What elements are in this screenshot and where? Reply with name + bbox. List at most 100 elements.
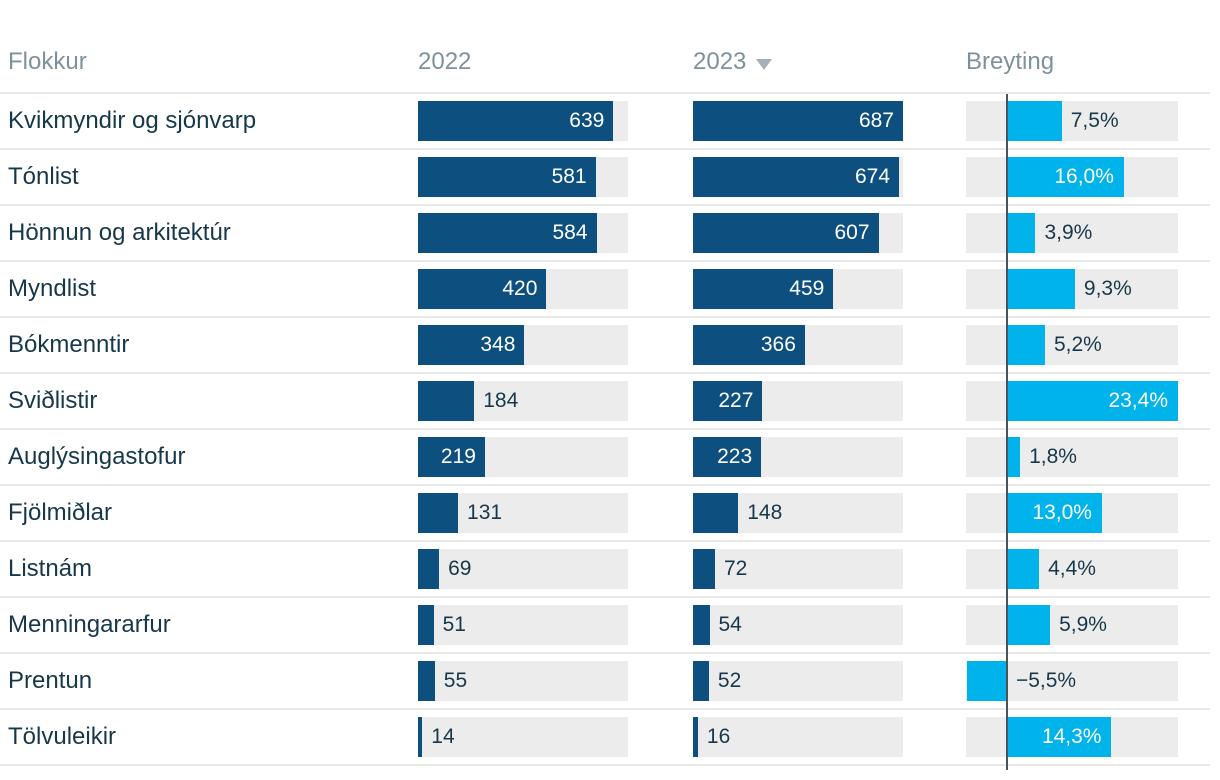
bar-change-track: 1,8%	[966, 437, 1178, 477]
bar-2023-track: 687	[693, 101, 903, 141]
table-row: Auglýsingastofur 219 223 1,8%	[0, 430, 1210, 486]
category-label: Menningararfur	[8, 611, 171, 638]
bar-change	[1006, 325, 1045, 365]
bar-2022-track: 420	[418, 269, 628, 309]
table-row: Bókmenntir 348 366 5,2%	[0, 318, 1210, 374]
value-change: 16,0%	[1054, 165, 1114, 188]
category-label: Fjölmiðlar	[8, 499, 113, 526]
bar-2022-track: 69	[418, 549, 628, 589]
bar-2023-track: 607	[693, 213, 903, 253]
bar-2023-track: 54	[693, 605, 903, 645]
bar-change	[1006, 437, 1021, 477]
bar-2022	[418, 381, 475, 421]
bar-change-track: 7,5%	[966, 101, 1178, 141]
category-label: Hönnun og arkitektúr	[8, 219, 231, 246]
value-2022: 420	[502, 277, 538, 300]
bar-2023-track: 223	[693, 437, 903, 477]
value-2022: 14	[431, 725, 455, 748]
bar-2022	[418, 661, 435, 701]
category-label: Sviðlistir	[8, 387, 98, 414]
table-row: Menningararfur 51 54 5,9%	[0, 598, 1210, 654]
table-row: Fjölmiðlar 131 148 13,0%	[0, 486, 1210, 542]
bar-2023-track: 148	[693, 493, 903, 533]
bar-2023	[693, 325, 805, 365]
value-change: 7,5%	[1070, 109, 1119, 132]
change-zero-axis	[1006, 94, 1008, 770]
bar-change	[1006, 381, 1178, 421]
bar-change	[1006, 493, 1102, 533]
bar-2023-track: 674	[693, 157, 903, 197]
bar-2023	[693, 717, 698, 757]
bar-2022-track: 131	[418, 493, 628, 533]
value-change: 5,2%	[1053, 333, 1102, 356]
category-label: Bókmenntir	[8, 331, 130, 358]
bar-2022	[418, 605, 434, 645]
bar-change	[1006, 269, 1075, 309]
table-header: Flokkur 2022 2023 Breyting	[0, 0, 1210, 94]
value-2023: 72	[724, 557, 748, 580]
bar-2023	[693, 661, 709, 701]
category-label: Myndlist	[8, 275, 97, 302]
value-2022: 639	[569, 109, 605, 132]
value-change: 23,4%	[1108, 389, 1168, 412]
value-2022: 348	[480, 333, 516, 356]
column-header-change[interactable]: Breyting	[966, 48, 1055, 75]
bar-change-track: 16,0%	[966, 157, 1178, 197]
bar-change	[1006, 717, 1112, 757]
bar-2023-track: 52	[693, 661, 903, 701]
bar-2022-track: 51	[418, 605, 628, 645]
category-label: Listnám	[8, 555, 93, 582]
value-change: 3,9%	[1044, 221, 1093, 244]
category-label: Kvikmyndir og sjónvarp	[8, 107, 257, 134]
bar-2022	[418, 101, 614, 141]
bar-2022-track: 348	[418, 325, 628, 365]
column-header-2023[interactable]: 2023	[693, 48, 773, 76]
value-change: 9,3%	[1083, 277, 1132, 300]
bar-2023	[693, 213, 879, 253]
bar-2022	[418, 325, 525, 365]
value-2023: 223	[717, 445, 753, 468]
bar-2022-track: 581	[418, 157, 628, 197]
bar-change	[1006, 605, 1051, 645]
value-2022: 584	[552, 221, 588, 244]
bar-2022-track: 184	[418, 381, 628, 421]
value-2022: 219	[440, 445, 476, 468]
bar-2023-track: 72	[693, 549, 903, 589]
value-2023: 148	[747, 501, 783, 524]
category-label: Prentun	[8, 667, 93, 694]
value-2023: 16	[706, 725, 731, 748]
bar-2022	[418, 269, 547, 309]
bar-2022-track: 584	[418, 213, 628, 253]
bar-2023-track: 459	[693, 269, 903, 309]
comparison-table: Flokkur 2022 2023 Breyting Kvikmyndir og…	[0, 0, 1210, 770]
sort-descending-icon	[756, 58, 773, 70]
bar-change	[966, 661, 1007, 701]
bar-2023-track: 366	[693, 325, 903, 365]
value-2023: 687	[858, 109, 894, 132]
bar-2023	[693, 605, 710, 645]
bar-change-track: 14,3%	[966, 717, 1178, 757]
value-change: 1,8%	[1029, 445, 1077, 468]
bar-change-track: 3,9%	[966, 213, 1178, 253]
bar-change	[1006, 157, 1124, 197]
column-header-2022[interactable]: 2022	[418, 48, 472, 75]
bar-change-track: 5,2%	[966, 325, 1178, 365]
bar-2022-track: 639	[418, 101, 628, 141]
bar-change-track: 5,9%	[966, 605, 1178, 645]
value-2022: 69	[448, 557, 472, 580]
table-row: Tónlist 581 674 16,0%	[0, 150, 1210, 206]
category-label: Tónlist	[8, 163, 79, 190]
value-change: 13,0%	[1032, 501, 1092, 524]
value-change: 5,9%	[1059, 613, 1107, 636]
table-row: Prentun 55 52 −5,5%	[0, 654, 1210, 710]
bar-change-track: −5,5%	[966, 661, 1178, 701]
column-header-category[interactable]: Flokkur	[8, 48, 87, 75]
bar-2022	[418, 437, 485, 477]
bar-2022	[418, 157, 596, 197]
table-row: Sviðlistir 184 227 23,4%	[0, 374, 1210, 430]
category-label: Auglýsingastofur	[8, 443, 186, 470]
bar-2022	[418, 717, 423, 757]
bar-2023	[693, 493, 739, 533]
bar-2023	[693, 101, 903, 141]
bar-change-track: 4,4%	[966, 549, 1178, 589]
